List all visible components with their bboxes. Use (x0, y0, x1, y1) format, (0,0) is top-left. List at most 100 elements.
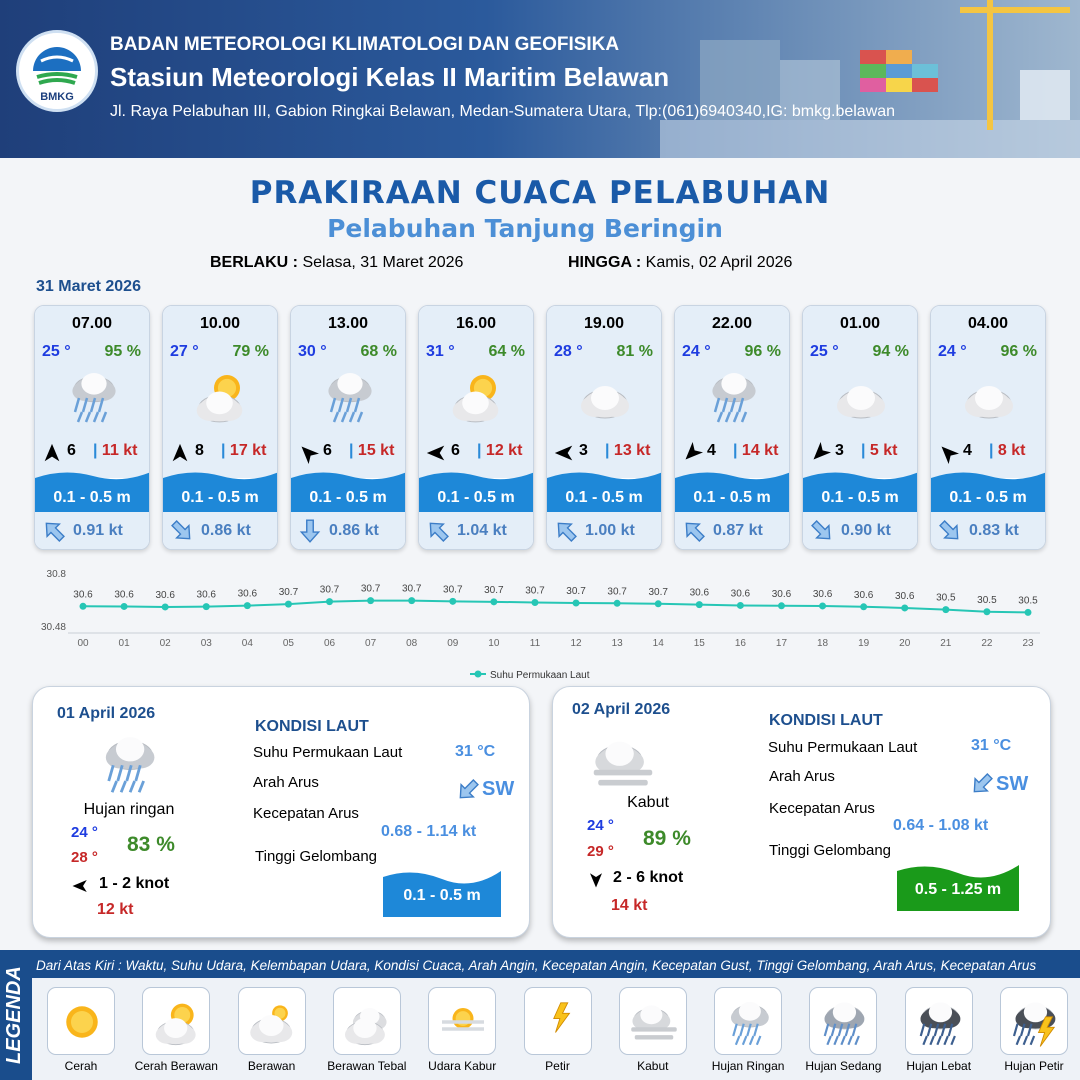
panel-day-2: 02 April 2026 Kabut 24 ° 29 ° 89 % 2 - 6… (552, 686, 1051, 938)
humidity: 64 % (488, 343, 525, 360)
arrow-southwest-icon (813, 441, 832, 460)
gust-speed: | 5 kt (861, 442, 898, 459)
logo-text: BMKG (40, 91, 74, 103)
data-point (449, 597, 457, 605)
panel-wave-graphic (383, 871, 501, 917)
arrow-northwest-icon (685, 522, 705, 542)
wind-speed: 3 (835, 442, 844, 459)
x-tick-label: 09 (447, 638, 459, 649)
forecast-time: 01.00 (839, 315, 881, 332)
data-point (367, 597, 375, 605)
wind-direction (297, 442, 320, 465)
air-temp: 28 ° (554, 343, 583, 360)
legend-item-label: Kabut (637, 1059, 669, 1073)
arrow-north-icon (172, 443, 188, 462)
forecast-card: 19.00 28 ° 81 % 3 | 13 kt 0.1 - 0.5 m 1.… (546, 305, 662, 550)
air-temp: 27 ° (170, 343, 199, 360)
bmkg-logo: BMKG (16, 30, 98, 112)
legend-item: Hujan Petir (989, 987, 1079, 1073)
data-point (777, 602, 785, 610)
data-label: 30.7 (443, 584, 463, 595)
data-label: 30.6 (197, 590, 217, 601)
temp-min: 24 ° (587, 817, 614, 834)
legend-item: Berawan (227, 987, 317, 1073)
legend-icon-box (1000, 987, 1068, 1055)
x-tick-label: 15 (694, 638, 706, 649)
panel-humidity: 83 % (127, 833, 175, 856)
overcast-icon (344, 1008, 387, 1046)
wind-direction (681, 441, 704, 464)
x-tick-label: 22 (981, 638, 993, 649)
data-label: 30.6 (731, 588, 751, 599)
gust-value: 5 kt (869, 442, 898, 459)
current-speed-value: 0.64 - 1.08 kt (893, 817, 989, 834)
panel-wave-height: 0.5 - 1.25 m (914, 881, 1002, 898)
panel-gust: 12 kt (97, 901, 134, 918)
legend-item-label: Berawan (247, 1059, 296, 1073)
wave-height: 0.1 - 0.5 m (821, 489, 899, 506)
panel-weather-icon (587, 727, 659, 804)
panel-wind-speed: 1 - 2 knot (99, 875, 170, 892)
legend-title: LEGENDA (3, 966, 25, 1064)
port-name: Pelabuhan Tanjung Beringin (327, 214, 723, 243)
sst-label: Suhu Permukaan Laut (253, 744, 403, 761)
wave-height: 0.1 - 0.5 m (437, 489, 515, 506)
light-rain-icon (72, 373, 116, 423)
current-speed-value: 0.68 - 1.14 kt (381, 823, 477, 840)
data-point (819, 602, 827, 610)
page-title: PRAKIRAAN CUACA PELABUHAN (249, 175, 831, 211)
humidity: 68 % (360, 343, 397, 360)
legend-label: Suhu Permukaan Laut (490, 670, 590, 681)
sea-condition-title: KONDISI LAUT (769, 712, 883, 729)
wave-height: 0.1 - 0.5 m (693, 489, 771, 506)
data-point (1024, 608, 1032, 616)
wave-graphic (931, 472, 1045, 512)
x-tick-label: 18 (817, 638, 829, 649)
arrow-west-icon (426, 445, 445, 461)
x-tick-label: 02 (160, 638, 172, 649)
station-address: Jl. Raya Pelabuhan III, Gabion Ringkai B… (110, 103, 896, 120)
data-label: 30.6 (813, 589, 833, 600)
panel-wave-graphic (897, 865, 1019, 911)
wind-direction (169, 442, 191, 464)
weather-icon (445, 364, 509, 428)
current-speed: 1.00 kt (585, 522, 635, 539)
current-speed: 0.87 kt (713, 522, 763, 539)
gust-speed: | 14 kt (733, 442, 779, 459)
data-point (654, 600, 662, 608)
data-label: 30.7 (279, 587, 299, 598)
heavy-rain-icon (919, 1002, 961, 1046)
data-label: 30.6 (73, 589, 93, 600)
cloudy-icon (965, 386, 1013, 419)
wind-speed: 3 (579, 442, 588, 459)
humidity: 96 % (744, 343, 781, 360)
wind-speed: 6 (451, 442, 460, 459)
humidity: 94 % (872, 343, 909, 360)
forecast-card: 07.00 25 ° 95 % 6 | 11 kt 0.1 - 0.5 m 0.… (34, 305, 150, 550)
data-label: 30.6 (238, 589, 258, 600)
legend-icon-box (142, 987, 211, 1055)
sst-label: Suhu Permukaan Laut (768, 739, 918, 756)
wave-height: 0.1 - 0.5 m (949, 489, 1027, 506)
gust-speed: | 15 kt (349, 442, 395, 459)
wind-direction (425, 442, 447, 464)
light-rain-icon (328, 373, 372, 423)
data-point (695, 601, 703, 609)
sunny-cloudy-icon (196, 375, 243, 423)
cloudy-icon (581, 386, 629, 419)
wave-graphic (163, 472, 277, 512)
air-temp: 25 ° (810, 343, 839, 360)
wind-speed: 8 (195, 442, 204, 459)
forecast-time: 22.00 (711, 315, 753, 332)
wind-speed: 4 (963, 442, 972, 459)
legend-icon-box (618, 987, 687, 1055)
panel-date: 01 April 2026 (57, 705, 156, 722)
arrow-northwest-icon (45, 522, 65, 542)
data-label: 30.6 (690, 588, 710, 599)
legend-item: Hujan Ringan (703, 987, 793, 1073)
panel-condition: Hujan ringan (83, 801, 175, 818)
legend-item: Petir (513, 987, 603, 1073)
data-label: 30.6 (772, 589, 792, 600)
legend-item-label: Hujan Lebat (906, 1059, 972, 1073)
panel-date: 02 April 2026 (572, 701, 671, 718)
